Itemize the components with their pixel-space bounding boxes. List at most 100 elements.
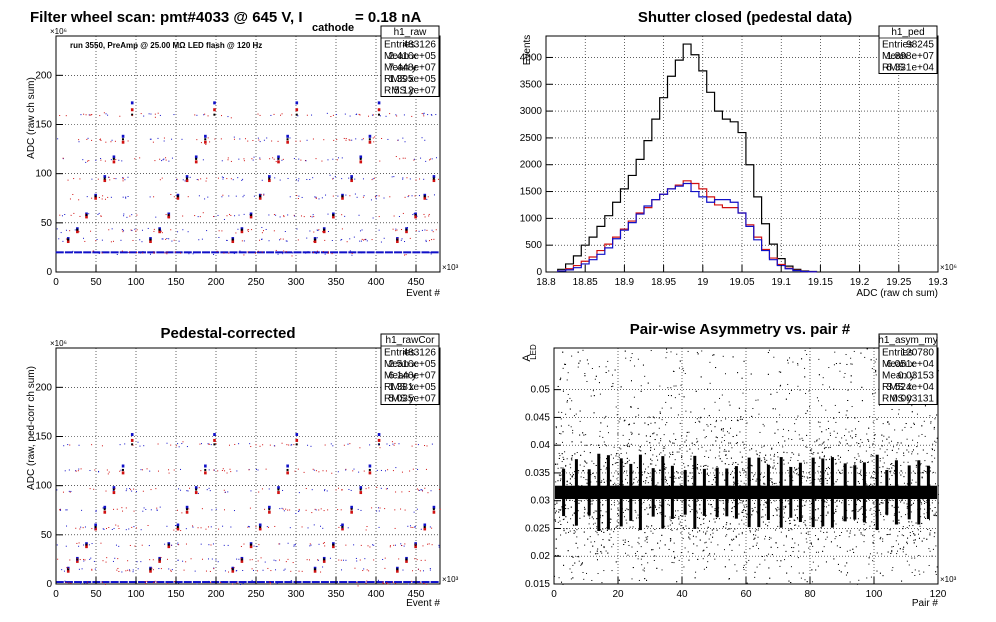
black-point	[249, 543, 252, 546]
trace-point	[356, 581, 358, 583]
noise-point	[741, 491, 743, 493]
noise-point	[879, 538, 881, 540]
noise-point	[661, 479, 663, 481]
noise-point	[817, 551, 819, 553]
spike	[725, 468, 729, 517]
stats-row-value: 483126	[403, 40, 437, 51]
trace-point	[332, 445, 334, 447]
noise-point	[617, 497, 619, 499]
trace-point	[347, 527, 349, 529]
noise-point	[669, 452, 671, 454]
noise-point	[600, 485, 602, 487]
noise-point	[769, 454, 771, 456]
noise-point	[723, 513, 725, 515]
noise-point	[892, 520, 894, 522]
trace-point	[332, 177, 334, 179]
noise-point	[682, 537, 684, 539]
stats-row-key: Mean	[882, 51, 907, 62]
noise-point	[675, 514, 677, 516]
noise-point	[901, 580, 903, 582]
noise-point	[696, 489, 698, 491]
trace-point	[259, 239, 261, 241]
red-point	[432, 510, 436, 514]
noise-point	[635, 476, 637, 478]
noise-point	[838, 441, 840, 443]
stats-row-value: 1.381e+05	[388, 382, 436, 393]
y-tick-label: 100	[35, 169, 52, 180]
noise-point	[593, 512, 595, 514]
trace-point	[59, 508, 61, 510]
trace-point	[153, 582, 155, 584]
noise-point	[597, 444, 599, 446]
noise-point	[560, 509, 562, 511]
trace-point	[217, 214, 219, 216]
noise-point	[857, 453, 859, 455]
noise-point	[704, 511, 706, 513]
noise-point	[917, 463, 919, 465]
noise-point	[897, 535, 899, 537]
noise-point	[702, 558, 704, 560]
noise-point	[825, 409, 827, 411]
noise-point	[563, 458, 565, 460]
noise-point	[661, 407, 663, 409]
noise-point	[932, 487, 934, 489]
noise-point	[837, 487, 839, 489]
trace-point	[86, 582, 88, 584]
noise-point	[644, 471, 646, 473]
noise-point	[872, 542, 874, 544]
noise-point	[599, 517, 601, 519]
noise-point	[714, 401, 716, 403]
trace-point	[340, 239, 342, 241]
noise-point	[589, 490, 591, 492]
trace-point	[345, 139, 347, 141]
noise-point	[661, 478, 663, 480]
noise-point	[706, 546, 708, 548]
noise-point	[664, 492, 666, 494]
noise-point	[678, 516, 680, 518]
trace-point	[247, 525, 249, 527]
noise-point	[759, 491, 761, 493]
noise-point	[858, 579, 860, 581]
noise-point	[785, 550, 787, 552]
noise-point	[707, 425, 709, 427]
noise-point	[615, 453, 617, 455]
trace-point	[349, 195, 351, 197]
baseline-segment	[138, 251, 147, 254]
trace-point	[91, 543, 93, 545]
noise-point	[864, 482, 866, 484]
trace-point	[332, 114, 334, 116]
noise-point	[765, 489, 767, 491]
y-tick-label: 1500	[520, 187, 543, 198]
noise-point	[812, 519, 814, 521]
trace-point	[371, 507, 373, 509]
noise-point	[559, 516, 561, 518]
trace-point	[397, 238, 399, 240]
noise-point	[923, 470, 925, 472]
noise-point	[590, 474, 592, 476]
noise-point	[603, 465, 605, 467]
noise-point	[812, 517, 814, 519]
noise-point	[703, 568, 705, 570]
noise-point	[689, 499, 691, 501]
trace-point	[75, 527, 77, 529]
noise-point	[697, 468, 699, 470]
trace-point	[201, 238, 203, 240]
noise-point	[802, 505, 804, 507]
noise-point	[627, 442, 629, 444]
trace-point	[204, 113, 206, 115]
trace-point	[102, 560, 104, 562]
trace-point	[233, 510, 235, 512]
blue-point	[341, 523, 344, 527]
noise-point	[665, 481, 667, 483]
noise-point	[598, 366, 600, 368]
noise-point	[833, 430, 835, 432]
trace-point	[276, 582, 278, 584]
noise-point	[640, 494, 642, 496]
noise-point	[631, 433, 633, 435]
noise-point	[726, 458, 728, 460]
noise-point	[569, 463, 571, 465]
noise-point	[583, 515, 585, 517]
noise-point	[558, 509, 560, 511]
histogram-series-red	[557, 180, 818, 273]
noise-point	[769, 536, 771, 538]
